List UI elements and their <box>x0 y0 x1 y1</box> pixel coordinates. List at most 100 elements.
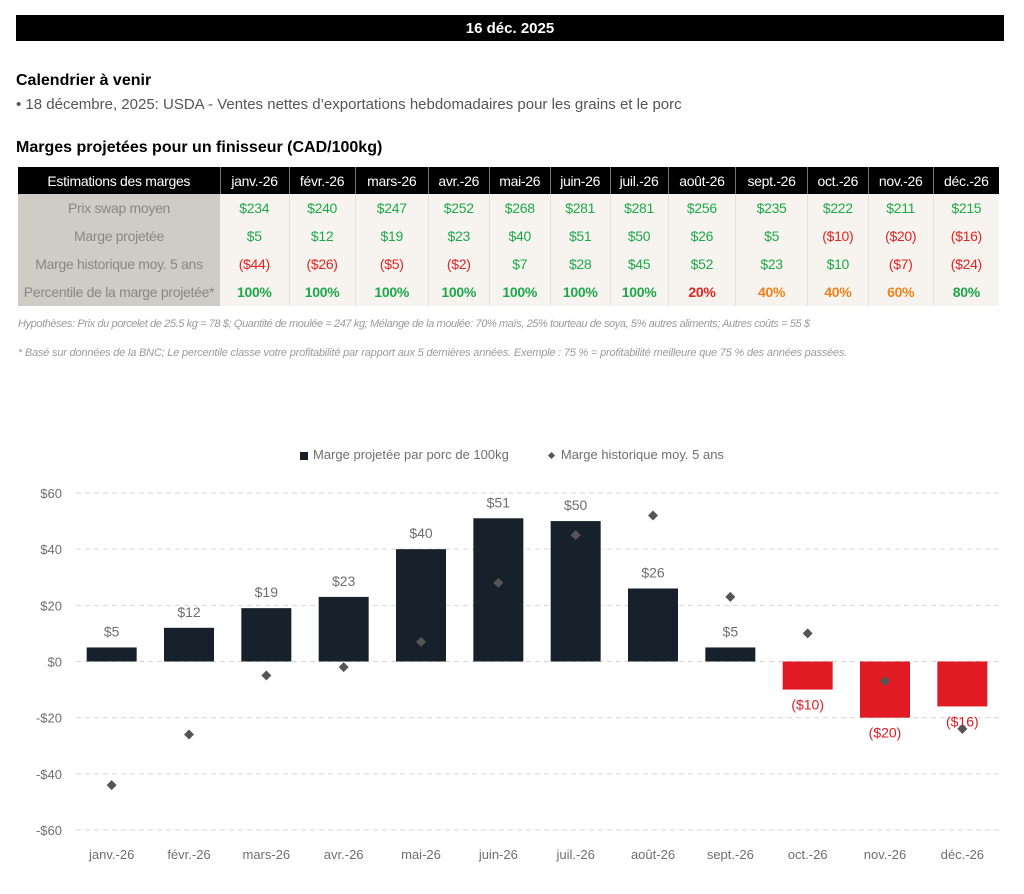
table-cell: $222 <box>807 194 869 222</box>
table-cell: ($26) <box>289 250 356 278</box>
historical-marker <box>493 577 504 588</box>
bar-data-label: $51 <box>487 494 511 510</box>
y-tick-label: $0 <box>48 655 62 670</box>
table-header-month: juin-26 <box>550 167 611 194</box>
table-row: Marge historique moy. 5 ans ($44) ($26) ($5… <box>18 250 999 278</box>
legend-item-projected: Marge projetée par porc de 100kg <box>300 447 509 462</box>
table-header-month: déc.-26 <box>933 167 999 194</box>
bar <box>628 588 678 662</box>
y-tick-label: -$40 <box>36 767 62 782</box>
bar-data-label: ($20) <box>869 725 902 741</box>
table-cell: ($7) <box>868 250 934 278</box>
table-cell: $235 <box>735 194 808 222</box>
table-cell: 100% <box>489 278 551 306</box>
table-cell: 80% <box>933 278 999 306</box>
table-cell: $19 <box>355 222 429 250</box>
margins-table-title: Marges projetées pour un finisseur (CAD/… <box>16 139 383 156</box>
table-cell: ($2) <box>428 250 490 278</box>
x-tick-label: févr.-26 <box>167 847 210 862</box>
table-cell: $12 <box>289 222 356 250</box>
historical-marker <box>957 723 968 734</box>
table-cell: ($20) <box>868 222 934 250</box>
bar <box>241 608 292 662</box>
table-cell: 40% <box>735 278 808 306</box>
y-tick-label: -$60 <box>36 823 62 838</box>
bar <box>550 521 601 662</box>
historical-marker <box>338 662 349 673</box>
x-tick-label: avr.-26 <box>324 847 364 862</box>
table-header-month: avr.-26 <box>428 167 490 194</box>
bar-data-label: $23 <box>332 573 356 589</box>
table-header-row: Estimations des marges janv.-26 févr.-26 m… <box>18 167 999 194</box>
historical-marker <box>648 510 658 521</box>
historical-marker <box>416 636 426 647</box>
table-cell: $5 <box>735 222 808 250</box>
margins-table: Estimations des marges janv.-26 févr.-26 m… <box>18 167 999 306</box>
x-tick-label: sept.-26 <box>707 847 754 862</box>
historical-marker <box>802 628 813 639</box>
table-cell: $256 <box>668 194 737 222</box>
legend-item-historical: Marge historique moy. 5 ans <box>547 447 724 462</box>
x-tick-label: août-26 <box>631 847 675 862</box>
historical-marker <box>106 780 117 791</box>
table-cell: 20% <box>668 278 737 306</box>
x-tick-label: déc.-26 <box>941 847 984 862</box>
table-cell: $51 <box>550 222 611 250</box>
bar-swatch-icon <box>300 451 308 460</box>
table-header-month: nov.-26 <box>868 167 934 194</box>
bar-data-label: $19 <box>255 584 279 600</box>
chart-legend: Marge projetée par porc de 100kg Marge h… <box>300 447 724 462</box>
table-cell: $52 <box>668 250 737 278</box>
table-row: Prix swap moyen $234 $240 $247 $252 $268 $281 $… <box>18 194 999 222</box>
table-row: Marge projetée $5 $12 $19 $23 $40 $51 $50 $26 $5(… <box>18 222 999 250</box>
table-row: Percentile de la marge projetée* 100% 100%… <box>18 278 999 306</box>
table-header-month: janv.-26 <box>220 167 290 194</box>
y-tick-label: $40 <box>40 542 62 557</box>
x-tick-label: juin-26 <box>478 847 518 862</box>
table-cell: 60% <box>868 278 934 306</box>
table-header-month: mars-26 <box>355 167 429 194</box>
bar <box>86 647 137 662</box>
table-cell: 100% <box>355 278 429 306</box>
table-cell: ($16) <box>933 222 999 250</box>
bar <box>782 661 833 690</box>
bar <box>937 661 988 707</box>
bar-data-label: $40 <box>409 525 433 541</box>
assumptions-note: Hypothèses: Prix du porcelet de 25.5 kg … <box>18 318 810 330</box>
legend-label-projected: Marge projetée par porc de 100kg <box>313 447 509 462</box>
percentile-footnote: * Basé sur données de la BNC; Le percent… <box>18 347 848 359</box>
table-cell: $252 <box>428 194 490 222</box>
table-cell: $23 <box>735 250 808 278</box>
bar <box>164 627 214 662</box>
table-cell: $247 <box>355 194 429 222</box>
table-cell: $7 <box>489 250 551 278</box>
historical-marker <box>570 530 581 541</box>
table-cell: $240 <box>289 194 356 222</box>
y-tick-label: -$20 <box>36 711 62 726</box>
margin-chart: $60 $40 $20 $0 -$20 -$40 -$60 janv.-26 févr.-26 m… <box>36 486 1000 862</box>
table-cell: $268 <box>489 194 551 222</box>
table-header-month: août-26 <box>668 167 737 194</box>
bar <box>318 596 369 662</box>
table-header-label: Estimations des marges <box>18 167 221 194</box>
table-cell: 100% <box>550 278 611 306</box>
table-cell: $40 <box>489 222 551 250</box>
table-cell: $234 <box>220 194 290 222</box>
table-cell: ($24) <box>933 250 999 278</box>
y-tick-label: $20 <box>40 598 62 613</box>
table-cell: $5 <box>220 222 290 250</box>
y-tick-label: $60 <box>40 486 62 501</box>
table-cell: $215 <box>933 194 999 222</box>
row-label: Marge projetée <box>18 222 220 250</box>
x-tick-label: mars-26 <box>242 847 290 862</box>
x-tick-label: janv.-26 <box>88 847 134 862</box>
table-cell: $281 <box>550 194 611 222</box>
table-cell: $211 <box>868 194 934 222</box>
table-cell: $26 <box>668 222 737 250</box>
table-header-month: oct.-26 <box>807 167 869 194</box>
row-label: Prix swap moyen <box>18 194 220 222</box>
x-tick-label: juil.-26 <box>556 847 595 862</box>
table-cell: 100% <box>610 278 669 306</box>
bar-data-label: $26 <box>641 564 665 580</box>
bar-data-label: $50 <box>564 497 588 513</box>
